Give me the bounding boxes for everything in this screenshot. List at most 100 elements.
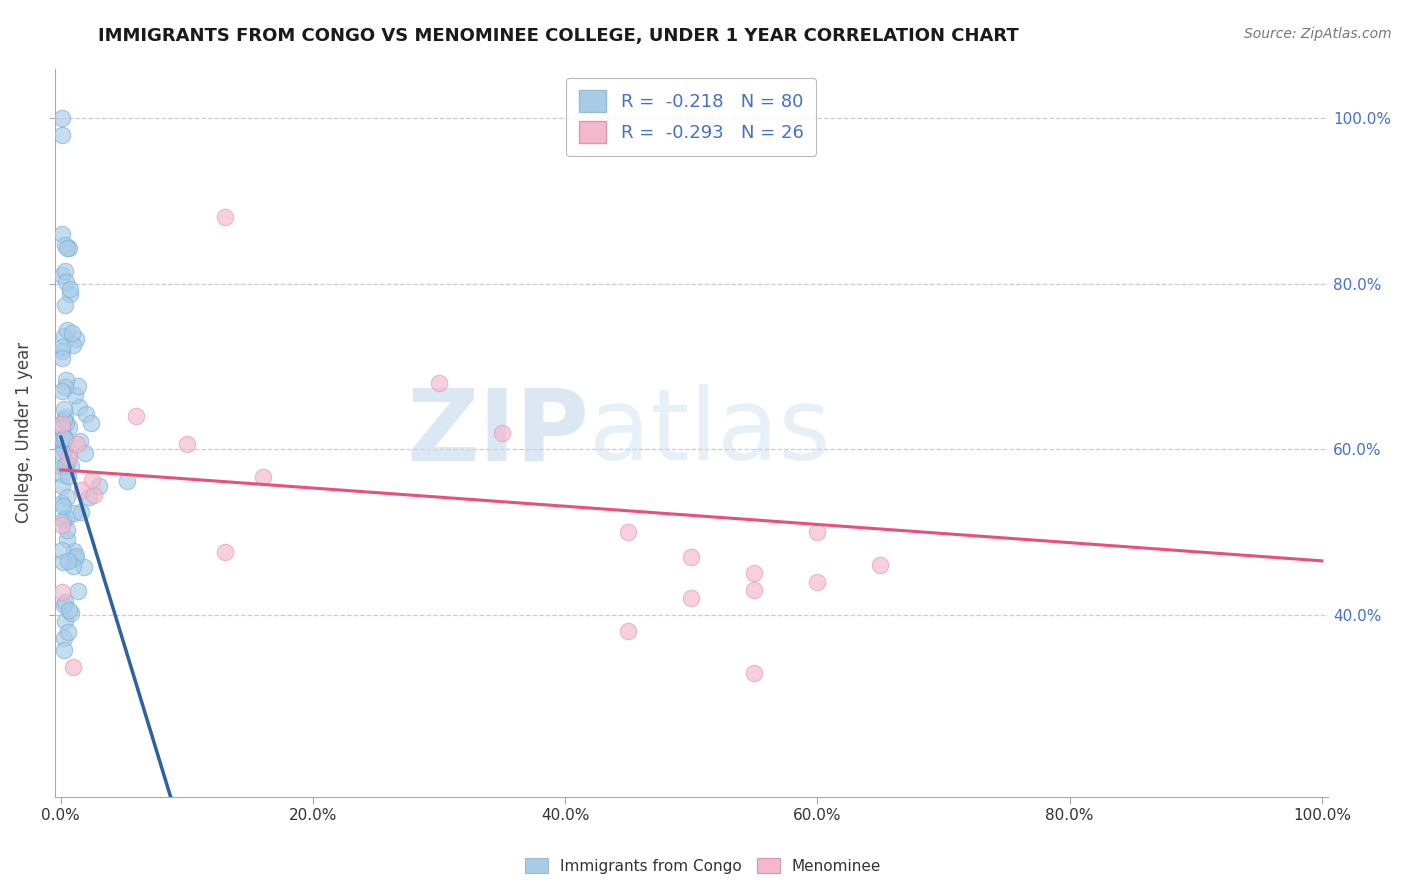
- Point: [51, 351, 73, 365]
- Point: [176, 436, 198, 450]
- Point: [56, 241, 79, 255]
- Point: [51, 542, 73, 557]
- Point: [56, 450, 79, 465]
- Point: [51, 433, 73, 447]
- Point: [52, 643, 75, 657]
- Point: [58, 603, 80, 617]
- Point: [744, 582, 766, 597]
- Point: [83, 488, 105, 502]
- Point: [56, 554, 79, 568]
- Point: [53, 238, 76, 252]
- Text: ZIP: ZIP: [406, 384, 589, 481]
- Point: [63, 388, 86, 402]
- Point: [51, 479, 73, 493]
- Point: [60, 458, 83, 473]
- Point: [51, 433, 73, 447]
- Point: [70, 483, 93, 497]
- Point: [125, 409, 148, 423]
- Point: [53, 598, 76, 612]
- Point: [58, 469, 80, 483]
- Point: [62, 558, 84, 573]
- Point: [53, 431, 76, 445]
- Point: [51, 227, 73, 241]
- Point: [744, 665, 766, 680]
- Point: [491, 425, 513, 440]
- Text: Source: ZipAtlas.com: Source: ZipAtlas.com: [1244, 27, 1392, 41]
- Point: [65, 549, 87, 564]
- Point: [67, 400, 90, 414]
- Point: [51, 343, 73, 358]
- Point: [53, 298, 76, 312]
- Point: [51, 460, 73, 475]
- Point: [65, 437, 87, 451]
- Point: [55, 510, 77, 524]
- Point: [73, 446, 96, 460]
- Point: [52, 499, 75, 513]
- Point: [53, 328, 76, 343]
- Point: [806, 574, 828, 589]
- Point: [79, 416, 101, 430]
- Point: [62, 326, 84, 341]
- Legend: R =  -0.218   N = 80, R =  -0.293   N = 26: R = -0.218 N = 80, R = -0.293 N = 26: [567, 78, 815, 156]
- Point: [75, 407, 97, 421]
- Point: [53, 615, 76, 629]
- Point: [77, 490, 100, 504]
- Point: [55, 276, 77, 290]
- Point: [51, 420, 73, 434]
- Point: [59, 286, 82, 301]
- Point: [63, 551, 86, 566]
- Point: [55, 373, 77, 387]
- Point: [56, 533, 79, 547]
- Point: [53, 442, 76, 457]
- Point: [55, 457, 77, 471]
- Point: [51, 446, 73, 460]
- Point: [59, 282, 82, 296]
- Point: [427, 376, 450, 390]
- Point: [681, 591, 703, 606]
- Point: [252, 470, 274, 484]
- Point: [51, 128, 73, 142]
- Point: [55, 323, 77, 337]
- Point: [51, 340, 73, 354]
- Point: [62, 660, 84, 674]
- Point: [51, 496, 73, 510]
- Point: [80, 473, 103, 487]
- Point: [51, 384, 73, 398]
- Point: [58, 241, 80, 255]
- Point: [617, 624, 640, 639]
- Point: [58, 449, 80, 463]
- Point: [70, 505, 93, 519]
- Point: [51, 517, 73, 532]
- Point: [681, 549, 703, 564]
- Point: [87, 479, 110, 493]
- Point: [56, 625, 79, 640]
- Point: [55, 416, 77, 430]
- Point: [617, 524, 640, 539]
- Point: [214, 211, 236, 225]
- Point: [65, 332, 87, 346]
- Point: [52, 555, 75, 569]
- Point: [69, 434, 91, 448]
- Point: [66, 584, 89, 599]
- Point: [52, 402, 75, 417]
- Point: [52, 631, 75, 645]
- Point: [67, 379, 90, 393]
- Point: [53, 431, 76, 445]
- Point: [51, 111, 73, 125]
- Point: [214, 545, 236, 559]
- Point: [117, 475, 139, 489]
- Point: [63, 506, 86, 520]
- Legend: Immigrants from Congo, Menominee: Immigrants from Congo, Menominee: [519, 852, 887, 880]
- Point: [53, 412, 76, 426]
- Point: [744, 566, 766, 581]
- Point: [869, 558, 891, 572]
- Point: [51, 585, 73, 599]
- Point: [62, 544, 84, 558]
- Text: atlas: atlas: [589, 384, 831, 481]
- Point: [53, 595, 76, 609]
- Point: [51, 467, 73, 482]
- Point: [52, 513, 75, 527]
- Point: [60, 606, 83, 620]
- Point: [55, 523, 77, 537]
- Point: [58, 420, 80, 434]
